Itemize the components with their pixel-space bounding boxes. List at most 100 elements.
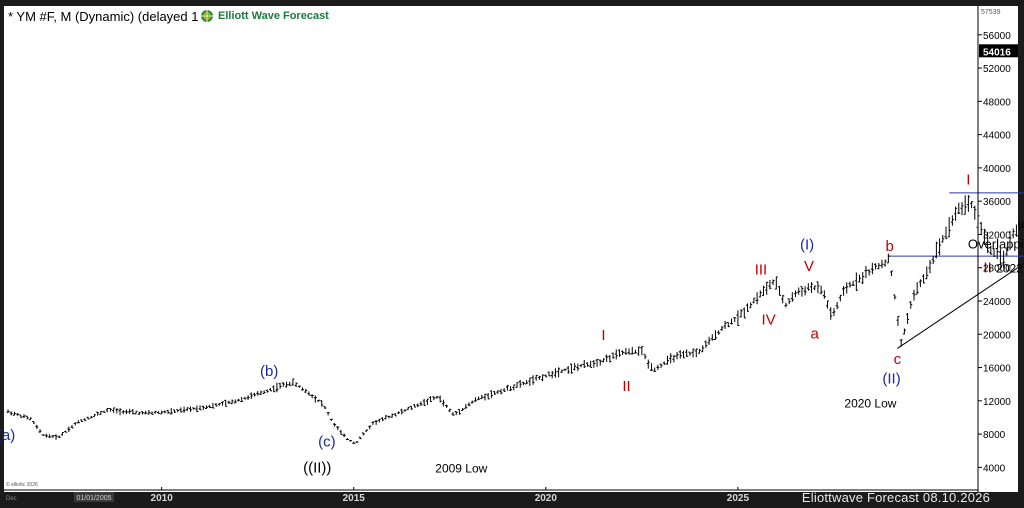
price-bar [422, 398, 426, 407]
top-price-label: 57539 [981, 9, 1001, 16]
price-bar [537, 375, 541, 380]
price-bar [406, 406, 410, 410]
price-bar [150, 411, 154, 415]
price-bar [387, 415, 391, 419]
price-bar [64, 430, 68, 433]
price-axis-label: 8000 [983, 430, 1006, 441]
price-bar [269, 388, 273, 392]
price-bar [851, 280, 855, 287]
price-bar [140, 411, 144, 415]
symbol-header: * YM #F, M (Dynamic) (delayed 1 [8, 9, 199, 24]
price-axis-label: 20000 [983, 330, 1011, 341]
price-bar [582, 359, 586, 369]
price-bar [505, 384, 509, 391]
price-bar [1011, 228, 1015, 239]
price-bar [99, 410, 103, 416]
price-bar [499, 388, 503, 395]
price-bar [787, 298, 791, 305]
price-bar [259, 390, 263, 396]
price-bar [614, 349, 618, 360]
price-bar [240, 396, 244, 403]
price-bar [701, 345, 705, 353]
wave-label: a [811, 325, 820, 342]
price-bar [224, 399, 228, 407]
price-bar [454, 411, 458, 416]
price-bar [249, 392, 253, 400]
price-bar [288, 381, 292, 387]
price-bar [778, 286, 782, 296]
price-bar [739, 308, 743, 318]
price-bar [781, 294, 785, 304]
price-bar [544, 374, 548, 378]
price-bar [877, 262, 881, 270]
price-bar [944, 226, 948, 240]
price-bar [265, 389, 269, 393]
price-bar [723, 320, 727, 329]
price-bar [470, 400, 474, 404]
price-bar [480, 394, 484, 400]
price-bar [954, 206, 958, 221]
price-bar [691, 348, 695, 358]
price-bar [486, 393, 490, 400]
price-bar [563, 368, 567, 372]
price-bar [22, 414, 26, 419]
price-bar [922, 274, 926, 284]
price-bar [970, 201, 974, 209]
price-bar [560, 369, 564, 374]
price-bar [323, 406, 327, 410]
price-bar [1005, 247, 1009, 256]
price-bar [403, 409, 407, 412]
price-bar [621, 350, 625, 355]
price-bar [377, 418, 381, 423]
wave-label: 2022 Low [996, 262, 1024, 276]
price-bar [131, 409, 135, 415]
price-bar [208, 404, 212, 409]
price-axis-label: 56000 [983, 31, 1011, 42]
price-bar [419, 401, 423, 406]
logo-text: Elliott Wave Forecast [218, 10, 329, 22]
price-bar [848, 281, 852, 288]
price-bar [819, 285, 823, 295]
price-bar [681, 350, 685, 359]
price-bar [918, 279, 922, 288]
plot-area [4, 6, 1018, 492]
price-bar [893, 294, 897, 300]
price-bar [832, 308, 836, 316]
price-bar [54, 434, 58, 440]
price-bar [57, 435, 61, 438]
price-bar [496, 390, 500, 394]
price-bar [35, 424, 39, 429]
last-price-label: 54016 [983, 47, 1011, 58]
wave-label: (a) [0, 427, 15, 444]
wave-label: (b) [260, 363, 278, 380]
price-bar [44, 433, 48, 438]
price-bar [448, 408, 452, 413]
wave-label: I [601, 327, 605, 344]
price-bar [256, 391, 260, 396]
price-bar [886, 253, 890, 264]
price-bar [685, 349, 689, 358]
price-bar [790, 292, 794, 302]
price-bar [890, 270, 894, 277]
price-bar [108, 408, 112, 412]
price-bar [912, 289, 916, 301]
price-bar [32, 420, 36, 424]
price-bar [966, 194, 970, 212]
price-bar [19, 414, 23, 418]
start-date-label: 01/01/2005 [76, 495, 111, 502]
price-bar [541, 374, 545, 382]
price-bar [566, 366, 570, 374]
price-bar [675, 351, 679, 360]
price-bar [188, 406, 192, 412]
price-bar [931, 255, 935, 264]
price-bar [25, 415, 29, 420]
wave-label: III [755, 261, 768, 278]
price-bar [92, 414, 96, 418]
price-axis-label: 48000 [983, 97, 1011, 108]
price-bar [365, 429, 369, 432]
price-bar [1014, 224, 1018, 237]
price-bar [89, 415, 93, 419]
price-bar [169, 408, 173, 415]
price-bar [553, 368, 557, 378]
